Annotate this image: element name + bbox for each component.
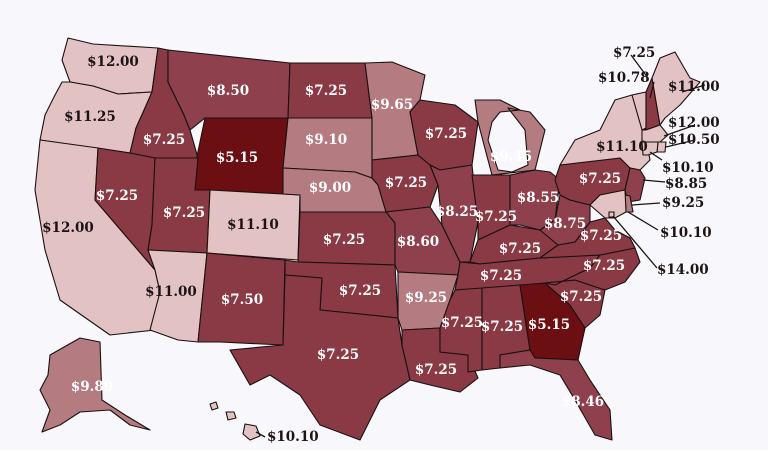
- wage-label-ne: $9.00: [309, 180, 351, 196]
- wage-label-me: $11.00: [668, 79, 720, 95]
- wage-label-fl: $8.46: [562, 394, 604, 410]
- wage-label-id: $7.25: [143, 132, 185, 148]
- wage-label-va: $7.25: [580, 228, 622, 244]
- wage-label-ri: $10.50: [668, 132, 720, 148]
- wage-label-de: $9.25: [662, 195, 704, 211]
- state-texas[interactable]: [229, 274, 411, 441]
- wage-label-az: $11.00: [145, 284, 197, 300]
- wage-label-ar: $9.25: [405, 290, 447, 306]
- wage-label-ca: $12.00: [42, 220, 94, 236]
- wage-label-md: $10.10: [660, 225, 712, 241]
- state-north-carolina[interactable]: [544, 247, 641, 291]
- wage-label-mo: $8.60: [397, 234, 439, 250]
- wage-label-vt: $10.78: [598, 70, 650, 86]
- wage-label-al: $7.25: [481, 319, 523, 335]
- wage-label-mt: $8.50: [207, 83, 249, 99]
- wage-label-la: $7.25: [415, 362, 457, 378]
- wage-label-dc: $14.00: [657, 262, 709, 278]
- wage-label-pa: $7.25: [579, 171, 621, 187]
- state-florida[interactable]: [499, 349, 613, 441]
- wage-label-wy: $5.15: [216, 150, 258, 166]
- wage-label-sc: $7.25: [560, 289, 602, 305]
- wage-label-ny: $11.10: [596, 139, 648, 155]
- wage-label-nh: $7.25: [613, 45, 655, 61]
- leader-lines: [255, 54, 706, 438]
- wage-label-or: $11.25: [64, 109, 116, 125]
- wage-label-mn: $9.65: [371, 97, 413, 113]
- wage-label-il: $8.25: [436, 204, 478, 220]
- wage-label-ok: $7.25: [339, 283, 381, 299]
- wage-label-ia: $7.25: [385, 175, 427, 191]
- wage-label-ut: $7.25: [163, 205, 205, 221]
- wage-label-ma: $12.00: [668, 115, 720, 131]
- wage-label-ak: $9.89: [71, 379, 113, 395]
- state-mississippi[interactable]: [439, 287, 483, 373]
- wage-label-hi: $10.10: [267, 429, 319, 445]
- wage-label-wv: $8.75: [544, 216, 586, 232]
- wage-label-nd: $7.25: [305, 83, 347, 99]
- state-michigan[interactable]: [474, 99, 546, 176]
- wage-label-mi: $9.45: [490, 149, 532, 165]
- state-hawaii[interactable]: [209, 401, 261, 441]
- state-alaska[interactable]: [39, 337, 151, 433]
- wage-label-tx: $7.25: [317, 347, 359, 363]
- wage-label-wa: $12.00: [87, 54, 139, 70]
- wage-label-nm: $7.50: [221, 292, 263, 308]
- wage-label-co: $11.10: [227, 217, 279, 233]
- wage-label-oh: $8.55: [517, 190, 559, 206]
- wage-label-nc: $7.25: [583, 258, 625, 274]
- state-maine[interactable]: [651, 51, 701, 126]
- state-new-mexico[interactable]: [197, 252, 286, 346]
- wage-label-ms: $7.25: [441, 315, 483, 331]
- wage-label-ga: $5.15: [528, 317, 570, 333]
- wage-labels: $12.00$11.25$12.00$7.25$7.25$8.50$5.15$7…: [42, 45, 720, 445]
- wage-label-tn: $7.25: [480, 268, 522, 284]
- wage-label-wi: $7.25: [425, 126, 467, 142]
- wage-label-ks: $7.25: [323, 232, 365, 248]
- wage-label-nv: $7.25: [96, 188, 138, 204]
- wage-label-ct: $10.10: [662, 160, 714, 176]
- state-maryland[interactable]: [589, 189, 627, 219]
- wage-label-ky: $7.25: [499, 241, 541, 257]
- wage-label-sd: $9.10: [305, 132, 347, 148]
- wage-label-in: $7.25: [475, 209, 517, 225]
- wage-label-nj: $8.85: [665, 176, 707, 192]
